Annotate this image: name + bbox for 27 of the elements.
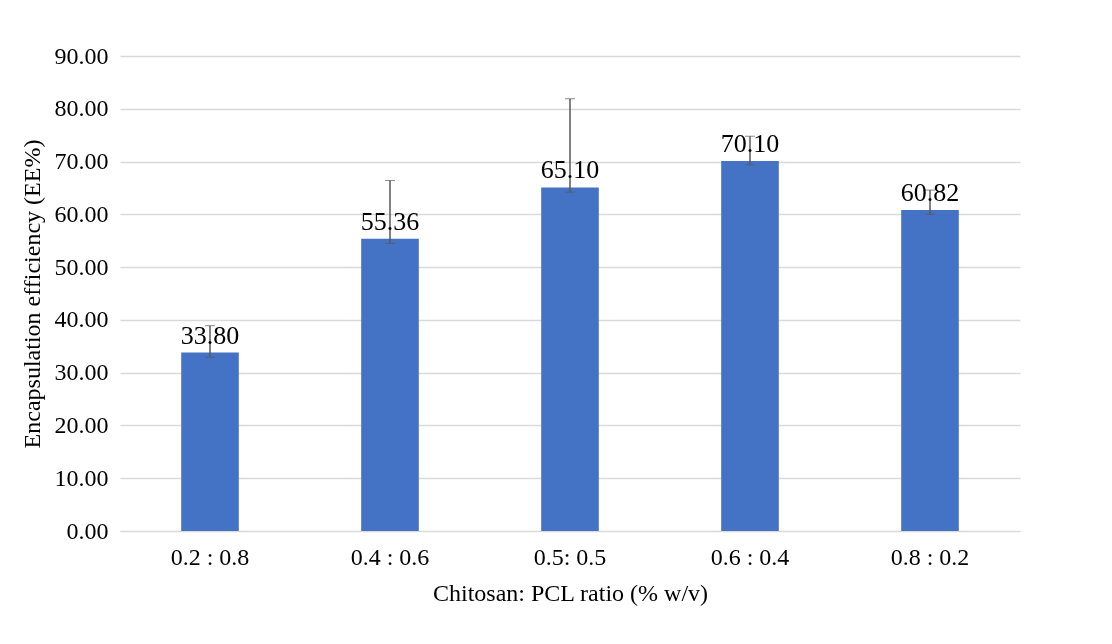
x-tick-label: 0.6 : 0.4 <box>710 543 790 570</box>
x-tick-label: 0.5: 0.5 <box>533 543 607 570</box>
data-label: 65.10 <box>540 155 600 185</box>
y-tick-label: 50.00 <box>54 253 109 280</box>
y-axis-title: Encapsulation efficiency (EE%) <box>18 139 45 449</box>
bar <box>181 352 239 531</box>
x-tick-label: 0.2 : 0.8 <box>170 543 250 570</box>
bar <box>541 187 599 531</box>
y-tick-label: 80.00 <box>54 95 109 122</box>
data-label: 55.36 <box>360 206 420 236</box>
x-tick-label: 0.8 : 0.2 <box>890 543 970 570</box>
y-tick-label: 0.00 <box>66 517 109 544</box>
data-label: 60.82 <box>900 178 960 208</box>
y-tick-label: 20.00 <box>54 411 109 438</box>
y-tick-label: 30.00 <box>54 359 109 386</box>
y-tick-label: 60.00 <box>54 200 109 227</box>
bar <box>721 161 779 531</box>
bar <box>361 238 419 531</box>
y-tick-label: 40.00 <box>54 306 109 333</box>
bar <box>901 210 959 531</box>
y-tick-label: 90.00 <box>54 42 109 69</box>
data-label: 33.80 <box>180 320 240 350</box>
y-tick-label: 70.00 <box>54 148 109 175</box>
x-tick-label: 0.4 : 0.6 <box>350 543 430 570</box>
x-axis-title: Chitosan: PCL ratio (% w/v) <box>432 579 709 606</box>
y-tick-label: 10.00 <box>54 464 109 491</box>
data-label: 70.10 <box>720 129 780 159</box>
